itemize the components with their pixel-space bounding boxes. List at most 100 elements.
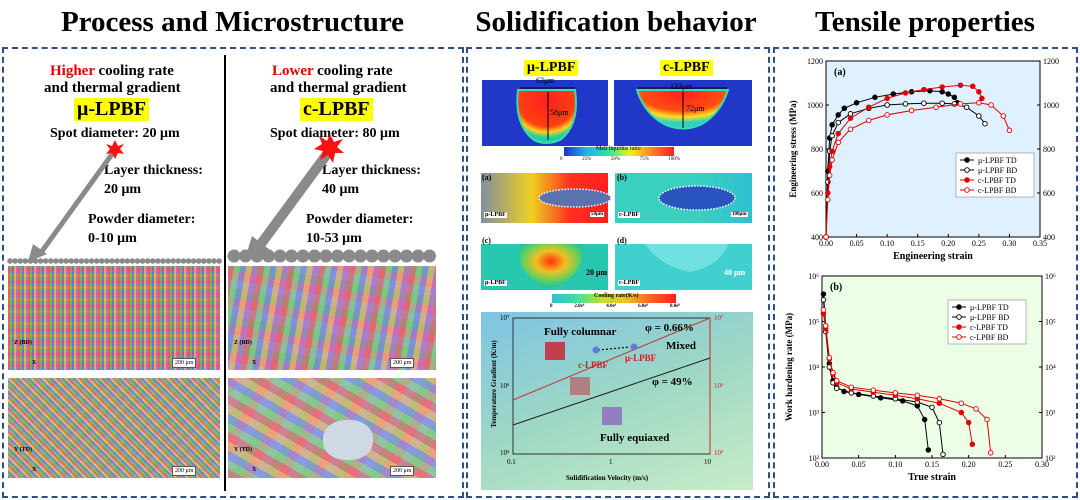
cooling-pool-mu-core xyxy=(519,244,583,288)
x-tick-label: 0.20 xyxy=(941,239,955,248)
powder-particle xyxy=(165,258,171,264)
powder-particle xyxy=(42,258,49,264)
powder-particle xyxy=(32,258,39,264)
x-tick-label: 0.25 xyxy=(998,460,1012,469)
powder-particle xyxy=(124,258,131,264)
melt-pool-label-mu: μ-LPBF xyxy=(524,60,579,76)
legend-marker xyxy=(956,304,962,310)
cooling-label-mu: μ-LPBF xyxy=(484,280,507,286)
data-point xyxy=(841,105,848,112)
map-ylabel: Temperature Gradient (K/m) xyxy=(489,340,498,428)
tensile-panel xyxy=(773,47,1078,498)
top-view-pool-c xyxy=(658,185,736,211)
map-mixed: Mixed xyxy=(666,340,696,352)
powder-particle xyxy=(83,258,90,264)
right-powder-layer xyxy=(227,249,436,263)
liquidus-colorbar xyxy=(564,147,674,156)
melt-pool-width-c: 133μm xyxy=(670,82,693,91)
top-view-scale-mu: 50μm xyxy=(590,212,604,217)
cooling-colorbar-ticks: 0 2.0e⁶ 4.0e⁶ 6.0e⁶ 8.0e⁶ xyxy=(550,304,680,309)
x-tick-label: 0.20 xyxy=(962,460,976,469)
right-cooling-rest: cooling rate xyxy=(313,63,393,79)
powder-particle xyxy=(155,258,161,264)
process-title: Process and Microstructure xyxy=(60,6,405,38)
legend-label: c-LPBF TD xyxy=(978,176,1016,185)
powder-particle xyxy=(175,258,182,264)
data-point xyxy=(921,100,927,106)
x-tick-label: 0.10 xyxy=(888,460,902,469)
data-point xyxy=(969,83,976,90)
y-tick-label-right: 1000 xyxy=(1043,101,1059,110)
left-powder-label: Powder diameter: xyxy=(88,212,196,227)
data-point xyxy=(847,126,854,132)
data-point xyxy=(884,112,890,118)
data-point xyxy=(957,82,964,88)
data-point xyxy=(940,451,946,458)
axis-z-label-c: Z (BD) xyxy=(234,340,252,346)
y-tick-label: 800 xyxy=(811,145,823,154)
y-tick-label-right: 600 xyxy=(1043,189,1055,198)
data-point xyxy=(914,392,921,398)
left-cooling-line1: Higher cooling rate xyxy=(50,63,174,80)
powder-particle xyxy=(73,258,80,264)
liquidus-tick: 25% xyxy=(582,157,592,162)
powder-particle xyxy=(411,249,425,263)
y-tick-label-right: 10⁵ xyxy=(1045,318,1056,327)
y-tick-label: 10⁵ xyxy=(808,318,819,327)
data-point xyxy=(829,148,835,154)
data-point xyxy=(973,406,979,412)
axis-x-label-c-td: X xyxy=(252,467,257,473)
process-shift-arrow xyxy=(597,346,631,351)
legend-marker xyxy=(964,187,970,193)
scale-bar-mu-bd: 200 μm xyxy=(172,358,197,368)
powder-particle xyxy=(12,258,18,264)
powder-particle xyxy=(160,258,166,264)
data-point xyxy=(829,133,835,139)
y-tick-label: 10⁴ xyxy=(808,363,819,372)
ebsd-map-c-bd xyxy=(228,266,436,370)
melt-pool-depth-mu: 58μm xyxy=(550,108,569,117)
powder-particle xyxy=(365,249,379,263)
map-ytick: 10⁷ xyxy=(500,314,510,322)
data-point xyxy=(976,89,982,95)
scale-bar-c-bd: 200 μm xyxy=(390,358,415,368)
data-point xyxy=(988,102,994,108)
map-label-c-lpbf: c-LPBF xyxy=(578,360,608,370)
data-point xyxy=(820,297,827,303)
legend-label: μ-LPBF TD xyxy=(970,303,1009,312)
data-point xyxy=(936,396,943,402)
data-point xyxy=(884,95,890,102)
right-laser-spot-icon xyxy=(314,134,344,163)
cooling-tick: 0 xyxy=(550,304,553,309)
map-phi-066: φ = 0.66% xyxy=(645,322,694,334)
map-xtick: 1 xyxy=(609,458,613,466)
powder-particle xyxy=(170,258,176,264)
powder-particle xyxy=(195,258,202,264)
y-tick-label-right: 1200 xyxy=(1043,57,1059,66)
data-point xyxy=(921,86,927,93)
y-axis-label: Work hardening rate (MPa) xyxy=(784,313,794,421)
subfig-a: (a) xyxy=(482,173,492,182)
data-point xyxy=(826,172,833,179)
axis-y-label-c: Y (TD) xyxy=(234,447,252,453)
data-point xyxy=(825,196,831,203)
liquidus-tick: 50% xyxy=(610,157,620,162)
powder-particle xyxy=(27,258,34,264)
solidification-title: Solidification behavior xyxy=(475,6,757,38)
right-powder-value: 10-53 μm xyxy=(306,231,362,246)
right-process-name: c-LPBF xyxy=(300,98,373,121)
data-point xyxy=(969,441,976,448)
powder-particle xyxy=(216,258,222,264)
data-point xyxy=(872,94,878,101)
plot-area xyxy=(826,61,1040,237)
data-point xyxy=(848,384,855,390)
data-point xyxy=(866,117,872,124)
legend-label: μ-LPBF TD xyxy=(978,156,1017,165)
process-panel xyxy=(2,47,464,498)
data-point xyxy=(939,89,945,95)
legend-marker xyxy=(964,167,970,173)
data-point xyxy=(976,100,982,106)
legend-label: μ-LPBF BD xyxy=(978,166,1017,175)
map-fully-equiaxed: Fully equiaxed xyxy=(600,432,670,444)
x-tick-label: 0.00 xyxy=(819,239,833,248)
